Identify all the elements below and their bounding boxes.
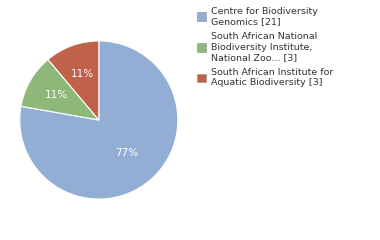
Text: 11%: 11% <box>45 90 68 101</box>
Legend: Centre for Biodiversity
Genomics [21], South African National
Biodiversity Insti: Centre for Biodiversity Genomics [21], S… <box>195 5 335 89</box>
Wedge shape <box>48 41 99 120</box>
Text: 11%: 11% <box>70 69 93 79</box>
Wedge shape <box>20 41 178 199</box>
Wedge shape <box>21 60 99 120</box>
Text: 77%: 77% <box>115 148 138 158</box>
